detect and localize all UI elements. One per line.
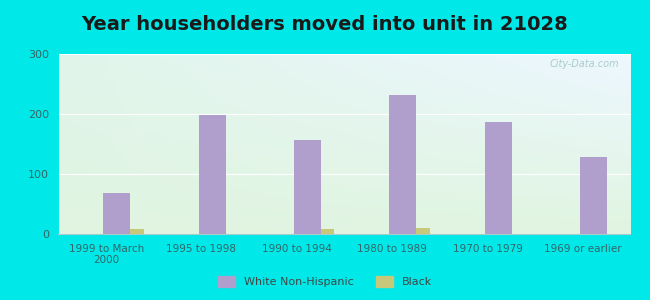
Bar xyxy=(580,157,607,234)
Legend: White Non-Hispanic, Black: White Non-Hispanic, Black xyxy=(214,271,436,291)
Text: City-Data.com: City-Data.com xyxy=(549,59,619,69)
Bar xyxy=(103,193,130,234)
Bar xyxy=(485,122,512,234)
Bar xyxy=(199,115,226,234)
Bar xyxy=(389,95,416,234)
Bar xyxy=(294,140,321,234)
Bar xyxy=(321,229,334,234)
Bar xyxy=(416,228,430,234)
Text: Year householders moved into unit in 21028: Year householders moved into unit in 210… xyxy=(82,15,568,34)
Bar xyxy=(130,229,144,234)
